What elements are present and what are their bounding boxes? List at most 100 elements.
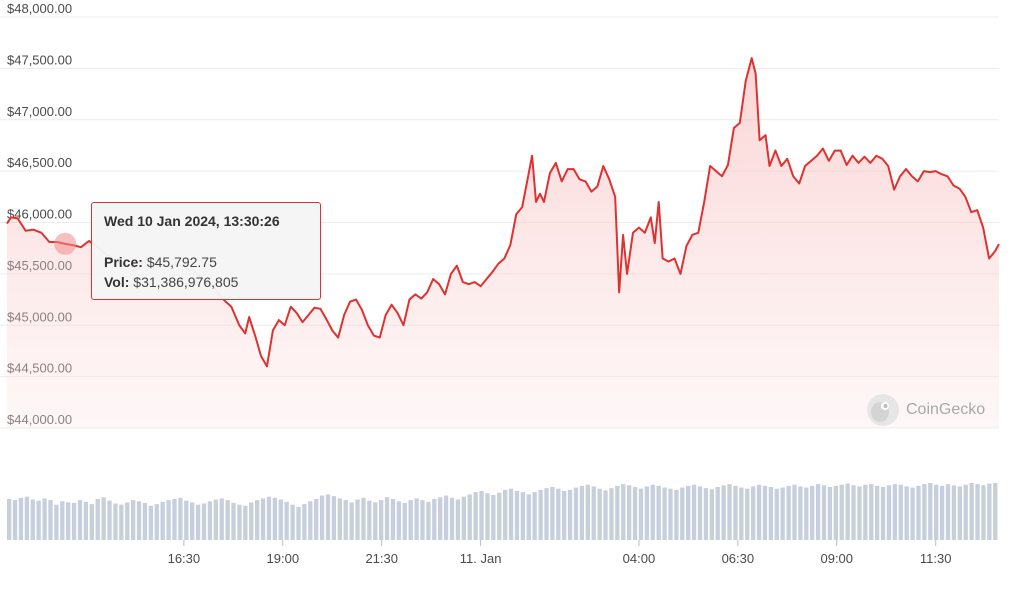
volume-bar bbox=[54, 504, 59, 540]
volume-bar bbox=[60, 501, 65, 540]
volume-bar bbox=[308, 501, 313, 540]
volume-bar bbox=[993, 483, 998, 540]
tooltip-price-row: Price: $45,792.75 bbox=[104, 252, 308, 272]
volume-bar bbox=[768, 486, 774, 540]
volume-bar bbox=[195, 504, 201, 540]
volume-bar bbox=[815, 484, 821, 540]
volume-bar bbox=[508, 488, 514, 540]
hover-point[interactable] bbox=[54, 232, 77, 255]
volume-bar bbox=[207, 501, 213, 540]
volume-bar bbox=[402, 502, 407, 540]
volume-bar bbox=[774, 488, 779, 540]
volume-bar bbox=[479, 490, 484, 540]
volume-bar bbox=[455, 499, 461, 540]
volume-bar bbox=[255, 500, 260, 540]
volume-bar bbox=[30, 499, 35, 540]
volume-bar bbox=[969, 483, 974, 540]
volume-bar bbox=[656, 485, 661, 540]
tooltip-price-label: Price: bbox=[104, 254, 143, 270]
x-tick-label: 09:00 bbox=[820, 551, 853, 566]
volume-bar bbox=[863, 484, 868, 540]
x-tick-label: 04:00 bbox=[623, 551, 656, 566]
volume-bar bbox=[579, 485, 585, 540]
tooltip-vol-label: Vol: bbox=[104, 274, 130, 290]
volume-bar bbox=[668, 488, 673, 540]
volume-bar bbox=[786, 485, 791, 540]
volume-bar bbox=[497, 492, 502, 540]
x-tick-label: 19:00 bbox=[267, 551, 300, 566]
volume-bar bbox=[603, 490, 608, 540]
volume-bar bbox=[184, 500, 189, 540]
volume-bar bbox=[190, 502, 195, 540]
volume-bar bbox=[904, 486, 909, 540]
gecko-logo-icon bbox=[867, 394, 899, 426]
volume-bar bbox=[939, 485, 945, 540]
volume-bar bbox=[662, 487, 667, 540]
volume-bar bbox=[573, 487, 579, 540]
volume-bar bbox=[674, 489, 679, 540]
volume-bar bbox=[325, 494, 331, 540]
volume-bar bbox=[36, 500, 41, 540]
volume-bar bbox=[880, 486, 886, 540]
volume-bar bbox=[650, 484, 655, 540]
volume-bar bbox=[314, 498, 319, 540]
volume-bar bbox=[172, 498, 177, 540]
volume-bar bbox=[550, 486, 555, 540]
volume-bar bbox=[89, 504, 94, 540]
volume-bar bbox=[461, 496, 466, 540]
volume-bar bbox=[762, 485, 768, 540]
volume-bar bbox=[12, 500, 18, 540]
volume-bar bbox=[798, 486, 803, 540]
volume-bar bbox=[414, 498, 419, 540]
volume-bar bbox=[910, 487, 915, 540]
volume-bar bbox=[107, 500, 112, 540]
volume-bar bbox=[821, 485, 827, 540]
volume-bar bbox=[66, 502, 71, 540]
x-tick-label: 16:30 bbox=[168, 551, 201, 566]
volume-bar bbox=[957, 486, 962, 540]
volume-bar bbox=[951, 485, 957, 540]
volume-bar bbox=[101, 497, 106, 540]
volume-bar bbox=[875, 485, 880, 540]
volume-bar bbox=[154, 504, 159, 540]
y-tick-label: $48,000.00 bbox=[7, 1, 72, 16]
x-tick-label: 21:30 bbox=[365, 551, 398, 566]
volume-bar bbox=[963, 484, 968, 540]
x-tick-label: 11:30 bbox=[920, 551, 952, 566]
hover-marker bbox=[54, 232, 77, 255]
volume-bar bbox=[691, 484, 697, 540]
volume-bar bbox=[833, 485, 838, 540]
volume-bar bbox=[142, 502, 148, 540]
volume-bar bbox=[213, 499, 218, 540]
volume-bar bbox=[266, 496, 272, 540]
volume-bar bbox=[426, 501, 431, 540]
volume-bar bbox=[686, 485, 691, 540]
volume-bar bbox=[249, 502, 254, 540]
volume-bar bbox=[95, 498, 100, 540]
volume-bar bbox=[562, 490, 567, 540]
volume-bar bbox=[804, 487, 809, 540]
volume-bar bbox=[420, 500, 425, 540]
volume-bar bbox=[934, 484, 939, 540]
volume-bar bbox=[556, 488, 561, 540]
volume-bar bbox=[278, 499, 283, 540]
volume-bar bbox=[432, 498, 437, 540]
volume-bar bbox=[166, 500, 171, 540]
volume-bars bbox=[7, 483, 998, 540]
volume-bar bbox=[408, 500, 413, 540]
volume-bar bbox=[243, 505, 248, 540]
volume-bar bbox=[343, 500, 348, 540]
volume-bar bbox=[337, 498, 342, 540]
volume-bar bbox=[485, 493, 490, 540]
volume-bar bbox=[178, 497, 183, 540]
volume-bar bbox=[727, 484, 732, 540]
volume-bar bbox=[237, 504, 242, 540]
volume-bar bbox=[975, 484, 980, 540]
volume-bar bbox=[438, 497, 443, 540]
volume-bar bbox=[272, 497, 278, 540]
volume-bar bbox=[48, 500, 53, 540]
tooltip-date: Wed 10 Jan 2024, 13:30:26 bbox=[104, 213, 280, 229]
volume-bar bbox=[119, 504, 124, 540]
volume-bar bbox=[18, 497, 24, 540]
volume-bar bbox=[981, 485, 986, 540]
